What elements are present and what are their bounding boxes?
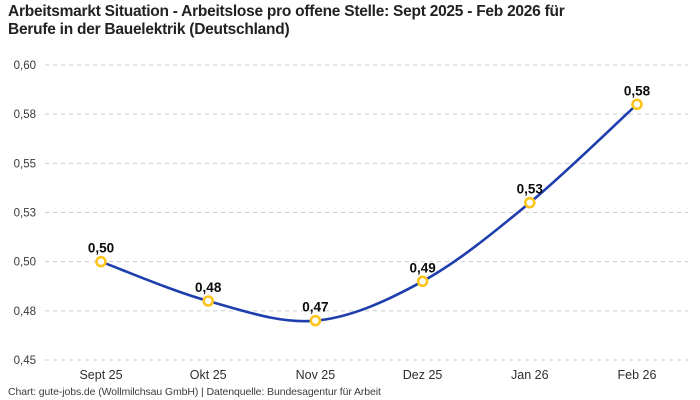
y-tick-label: 0,55 bbox=[14, 158, 36, 170]
chart-title: Arbeitsmarkt Situation - Arbeitslose pro… bbox=[8, 3, 565, 38]
chart-title-line1: Arbeitsmarkt Situation - Arbeitslose pro… bbox=[8, 3, 565, 20]
data-point-marker[interactable] bbox=[631, 98, 643, 111]
data-point-label: 0,49 bbox=[409, 260, 435, 275]
data-point-marker[interactable] bbox=[523, 196, 536, 209]
data-point-label: 0,53 bbox=[517, 182, 544, 197]
data-point-marker[interactable] bbox=[309, 314, 322, 327]
y-tick-label: 0,58 bbox=[14, 109, 36, 121]
data-point-label: 0,48 bbox=[195, 280, 222, 295]
x-tick-label: Jan 26 bbox=[511, 368, 549, 382]
data-point-label: 0,50 bbox=[88, 241, 114, 256]
data-point-marker[interactable] bbox=[95, 255, 107, 268]
y-tick-label: 0,50 bbox=[14, 257, 36, 269]
data-point-marker[interactable] bbox=[202, 295, 214, 307]
x-tick-label: Feb 26 bbox=[618, 368, 657, 382]
data-point-label: 0,58 bbox=[624, 83, 651, 98]
data-point-marker[interactable] bbox=[416, 275, 429, 288]
trend-line bbox=[99, 103, 639, 323]
y-tick-label: 0,45 bbox=[14, 355, 36, 367]
chart-title-line2: Berufe in der Bauelektrik (Deutschland) bbox=[8, 20, 290, 38]
y-tick-label: 0,60 bbox=[14, 60, 36, 72]
x-tick-label: Sept 25 bbox=[79, 368, 122, 382]
chart-credit: Chart: gute-jobs.de (Wollmilchsau GmbH) … bbox=[8, 386, 381, 398]
x-tick-label: Dez 25 bbox=[403, 368, 443, 382]
x-tick-label: Nov 25 bbox=[296, 368, 336, 382]
y-tick-label: 0,48 bbox=[14, 306, 36, 318]
data-point-label: 0,47 bbox=[302, 300, 328, 315]
y-tick-label: 0,53 bbox=[14, 208, 36, 220]
x-tick-label: Okt 25 bbox=[190, 368, 227, 382]
